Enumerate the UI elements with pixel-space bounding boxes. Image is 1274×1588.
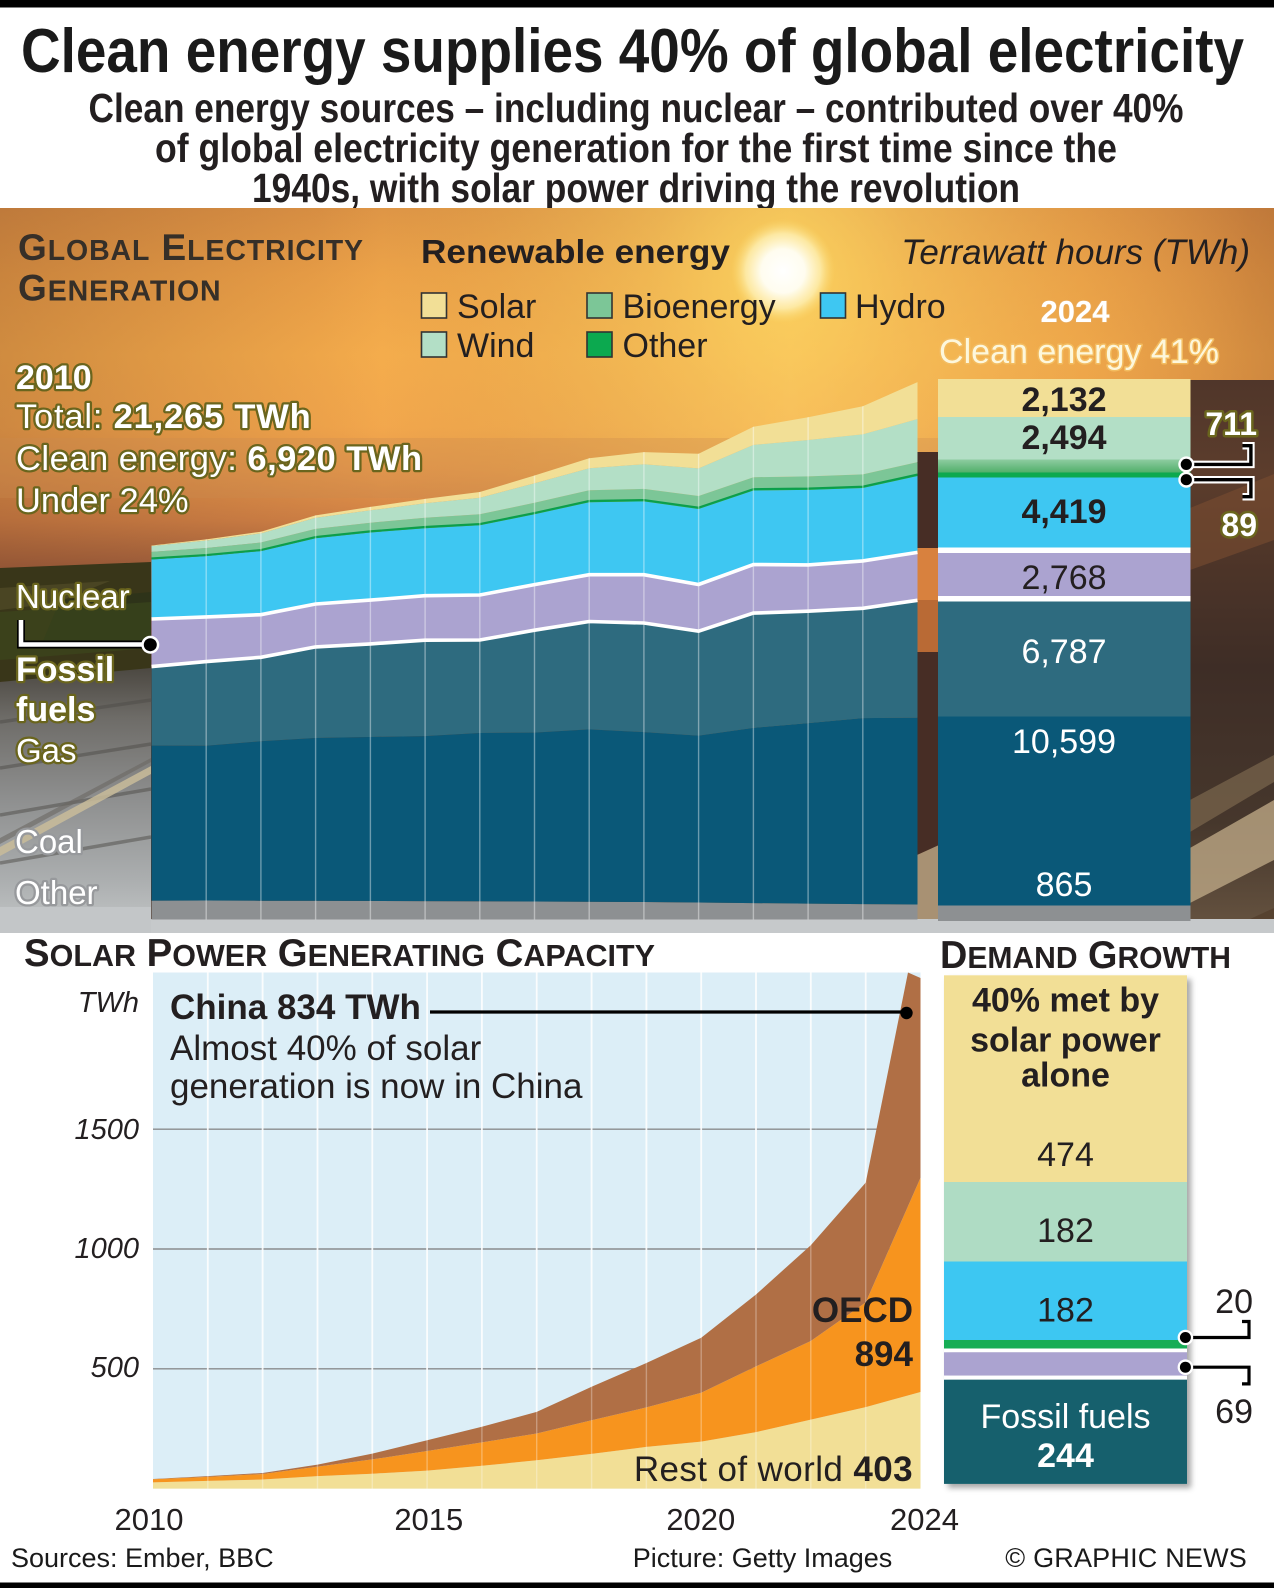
svg-text:Fossil fuels: Fossil fuels	[980, 1398, 1150, 1436]
svg-text:Coal: Coal	[15, 823, 83, 860]
svg-text:2010: 2010	[16, 359, 92, 397]
svg-text:Picture: Getty Images: Picture: Getty Images	[633, 1543, 893, 1573]
svg-text:2,132: 2,132	[1021, 381, 1106, 419]
svg-text:fuels: fuels	[16, 691, 95, 729]
svg-text:6,787: 6,787	[1021, 633, 1106, 671]
svg-text:generation is now in China: generation is now in China	[170, 1067, 583, 1106]
svg-text:alone: alone	[1021, 1056, 1110, 1094]
svg-text:China 834 TWh: China 834 TWh	[170, 988, 421, 1027]
svg-text:Terrawatt hours (TWh): Terrawatt hours (TWh)	[901, 233, 1250, 272]
svg-text:Clean energy supplies 40% of g: Clean energy supplies 40% of global elec…	[21, 17, 1244, 86]
svg-text:Total: 21,265 TWh: Total: 21,265 TWh	[16, 398, 311, 436]
svg-text:2,494: 2,494	[1021, 419, 1106, 457]
svg-text:69: 69	[1215, 1393, 1253, 1431]
svg-text:Other: Other	[15, 874, 98, 911]
svg-text:40% met by: 40% met by	[972, 981, 1159, 1019]
svg-text:© GRAPHIC NEWS: © GRAPHIC NEWS	[1005, 1543, 1247, 1573]
svg-text:Solar: Solar	[457, 288, 536, 326]
svg-text:Renewable energy: Renewable energy	[421, 233, 731, 270]
svg-text:500: 500	[91, 1352, 139, 1384]
svg-text:Clean energy: 6,920 TWh: Clean energy: 6,920 TWh	[16, 440, 423, 478]
svg-text:Fossil: Fossil	[16, 651, 114, 689]
svg-text:10,599: 10,599	[1012, 723, 1116, 761]
svg-text:2020: 2020	[666, 1502, 735, 1537]
svg-text:2015: 2015	[394, 1502, 463, 1537]
svg-text:Clean energy 41%: Clean energy 41%	[939, 333, 1219, 371]
svg-text:SOLAR POWER GENERATING CAPACIT: SOLAR POWER GENERATING CAPACITY	[24, 932, 655, 975]
svg-text:of global electricity generati: of global electricity generation for the…	[155, 125, 1117, 171]
svg-text:Rest of world 403: Rest of world 403	[634, 1450, 913, 1489]
svg-text:Other: Other	[623, 327, 708, 365]
svg-text:244: 244	[1037, 1437, 1094, 1475]
svg-text:Nuclear: Nuclear	[16, 578, 130, 615]
svg-text:20: 20	[1215, 1283, 1253, 1321]
svg-text:Under 24%: Under 24%	[16, 482, 189, 520]
svg-text:Clean energy sources – includi: Clean energy sources – including nuclear…	[89, 85, 1184, 131]
svg-text:Wind: Wind	[457, 327, 534, 365]
svg-text:1940s, with solar power drivin: 1940s, with solar power driving the revo…	[252, 165, 1020, 211]
svg-text:Gas: Gas	[16, 732, 77, 769]
svg-text:OECD: OECD	[812, 1291, 913, 1330]
svg-text:Sources: Ember, BBC: Sources: Ember, BBC	[11, 1543, 274, 1573]
svg-text:182: 182	[1037, 1212, 1094, 1250]
svg-text:865: 865	[1036, 866, 1093, 904]
svg-text:solar power: solar power	[970, 1022, 1161, 1060]
svg-text:182: 182	[1037, 1291, 1094, 1329]
svg-text:711: 711	[1205, 406, 1257, 442]
svg-text:474: 474	[1037, 1136, 1094, 1174]
svg-text:1000: 1000	[74, 1233, 139, 1265]
svg-text:2010: 2010	[115, 1502, 184, 1537]
svg-text:Almost 40% of solar: Almost 40% of solar	[170, 1029, 482, 1068]
svg-text:TWh: TWh	[78, 987, 139, 1019]
svg-text:894: 894	[855, 1335, 914, 1374]
svg-text:89: 89	[1221, 507, 1257, 543]
svg-text:Bioenergy: Bioenergy	[623, 288, 776, 326]
svg-text:2,768: 2,768	[1021, 559, 1106, 597]
svg-text:2024: 2024	[1041, 294, 1111, 329]
svg-text:2024: 2024	[890, 1502, 959, 1537]
svg-text:Hydro: Hydro	[855, 288, 946, 326]
svg-text:DEMAND GROWTH: DEMAND GROWTH	[940, 934, 1231, 977]
svg-text:4,419: 4,419	[1021, 493, 1106, 531]
svg-text:1500: 1500	[74, 1114, 139, 1146]
